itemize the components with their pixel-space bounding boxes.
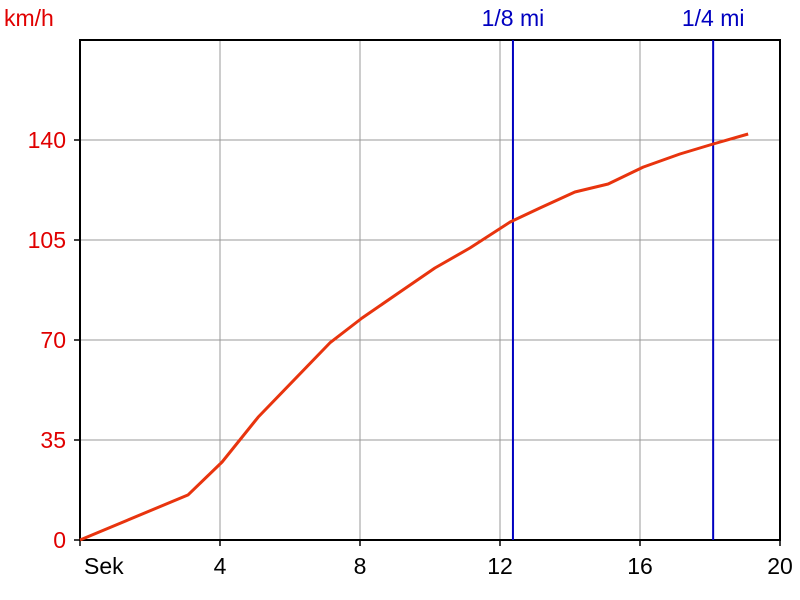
y-tick-label: 105 xyxy=(28,227,66,253)
x-tick-label: 4 xyxy=(214,553,227,579)
distance-marker-label: 1/4 mi xyxy=(682,5,745,31)
x-tick-label: 8 xyxy=(354,553,367,579)
y-tick-label: 0 xyxy=(53,527,66,553)
x-tick-label: 20 xyxy=(767,553,793,579)
distance-marker-label: 1/8 mi xyxy=(482,5,545,31)
x-tick-label: 16 xyxy=(627,553,653,579)
y-tick-label: 70 xyxy=(40,327,66,353)
y-tick-label: 35 xyxy=(40,427,66,453)
speed-line xyxy=(79,132,749,542)
x-tick-label: 12 xyxy=(487,553,513,579)
plot-frame xyxy=(79,39,781,541)
y-tick-label: 140 xyxy=(28,127,66,153)
x-tick-label: Sek xyxy=(84,553,124,579)
y-axis-label: km/h xyxy=(4,5,54,31)
